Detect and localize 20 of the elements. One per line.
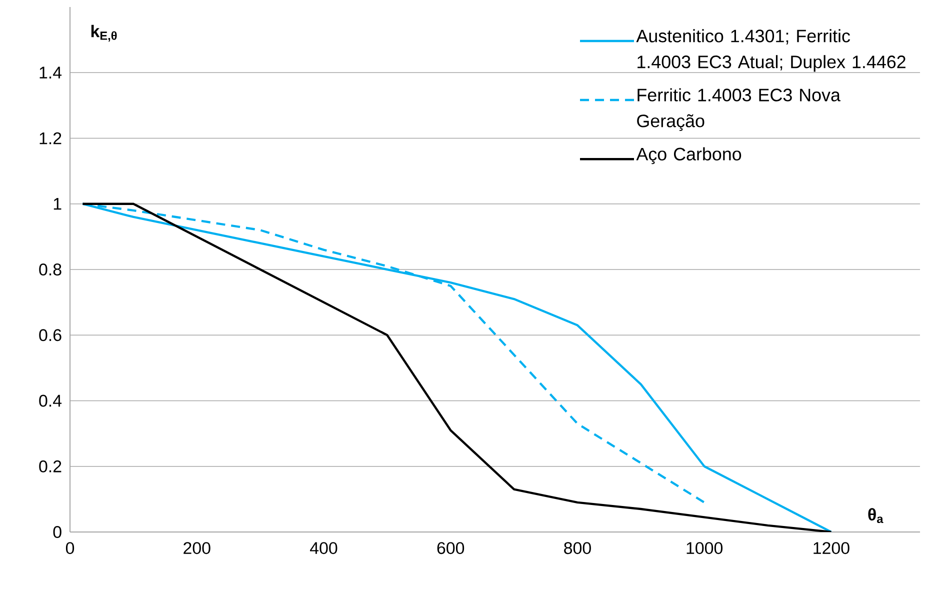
- x-tick-label: 1000: [686, 542, 723, 554]
- x-tick-label: 0: [66, 542, 74, 554]
- y-tick-label: 0.4: [39, 394, 62, 407]
- legend-label: Ferritic 1.4003 EC3 Nova Geração: [637, 88, 840, 131]
- x-tick-label: 1200: [814, 542, 850, 554]
- x-tick-label: 600: [437, 542, 464, 554]
- x-tick-label: 400: [310, 542, 338, 554]
- y-tick-label: 1.2: [40, 132, 62, 144]
- y-tick-label: 1: [54, 198, 62, 210]
- y-axis-title: k$_{E,θ}$: [91, 24, 117, 42]
- y-tick-label: 0.6: [39, 329, 62, 342]
- y-tick-label: 0: [53, 526, 62, 538]
- x-tick-label: 200: [184, 542, 210, 554]
- x-axis-title: θ$_{a}$: [868, 508, 884, 524]
- y-tick-label: 0.8: [39, 263, 62, 276]
- y-tick-label: 1.4: [40, 66, 62, 78]
- legend-label: Aço Carbono: [636, 147, 742, 164]
- y-tick-label: 0.2: [39, 460, 62, 472]
- legend-label: Austenitico 1.4301; Ferritic 1.4003 EC3 Atual; Duplex 1.4462: [636, 29, 906, 72]
- x-tick-label: 800: [564, 542, 591, 554]
